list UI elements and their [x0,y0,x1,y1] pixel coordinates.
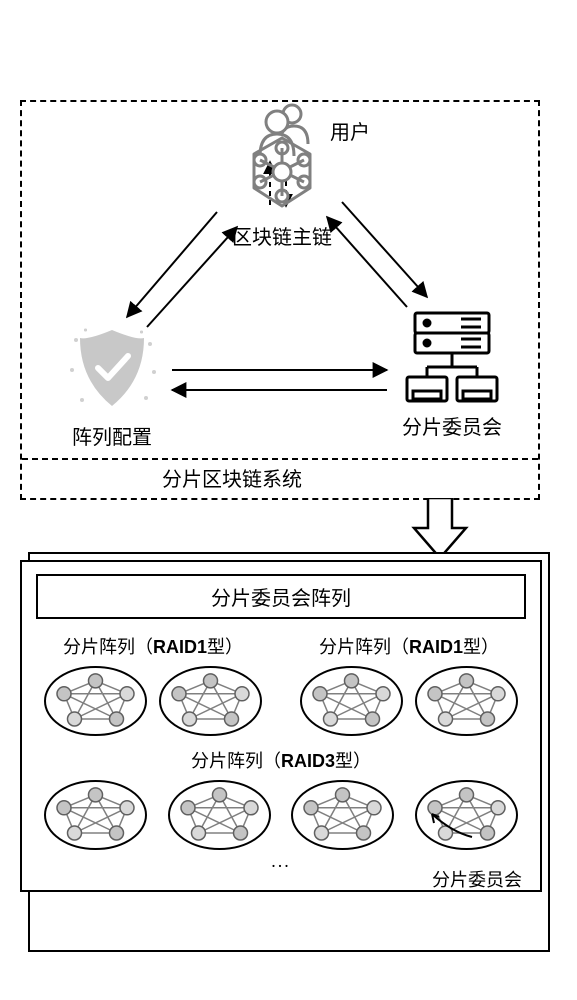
committee-oval [158,665,263,737]
raid1-b-title: 分片阵列（RAID1型） [290,633,528,659]
lower-panel: 分片委员会阵列 分片阵列（RAID1型） 分片阵列（RAID1型） [20,560,550,892]
committee-annotation-text: 分片委员会 [422,866,532,892]
raid1-b-pre: 分片阵列（ [319,637,409,657]
raid1-a-pre: 分片阵列（ [63,637,153,657]
committee-oval [43,665,148,737]
committee-oval [43,779,148,851]
committee-oval [290,779,395,851]
raid1-b-bold: RAID1 [409,637,463,657]
committee-annotation: 分片委员会 [422,840,532,866]
lower-title: 分片委员会阵列 [36,574,526,619]
system-divider [22,458,538,460]
raid1-a-tail: 型） [207,637,243,657]
committee-oval [414,665,519,737]
system-caption: 分片区块链系统 [162,463,302,492]
raid3-pre: 分片阵列（ [191,751,281,771]
raid1-a-bold: RAID1 [153,637,207,657]
committee-oval [167,779,272,851]
raid1-a-title: 分片阵列（RAID1型） [34,633,272,659]
system-box: 区块链主链 阵列配置 [20,100,540,500]
hollow-arrow-down [410,498,470,560]
system-arrows [22,102,542,502]
raid1-row: 分片阵列（RAID1型） 分片阵列（RAID1型） [34,633,528,737]
raid3-title: 分片阵列（RAID3型） [34,747,528,773]
committee-oval [299,665,404,737]
raid3-bold: RAID3 [281,751,335,771]
raid3-tail: 型） [335,751,371,771]
raid1-b-tail: 型） [463,637,499,657]
